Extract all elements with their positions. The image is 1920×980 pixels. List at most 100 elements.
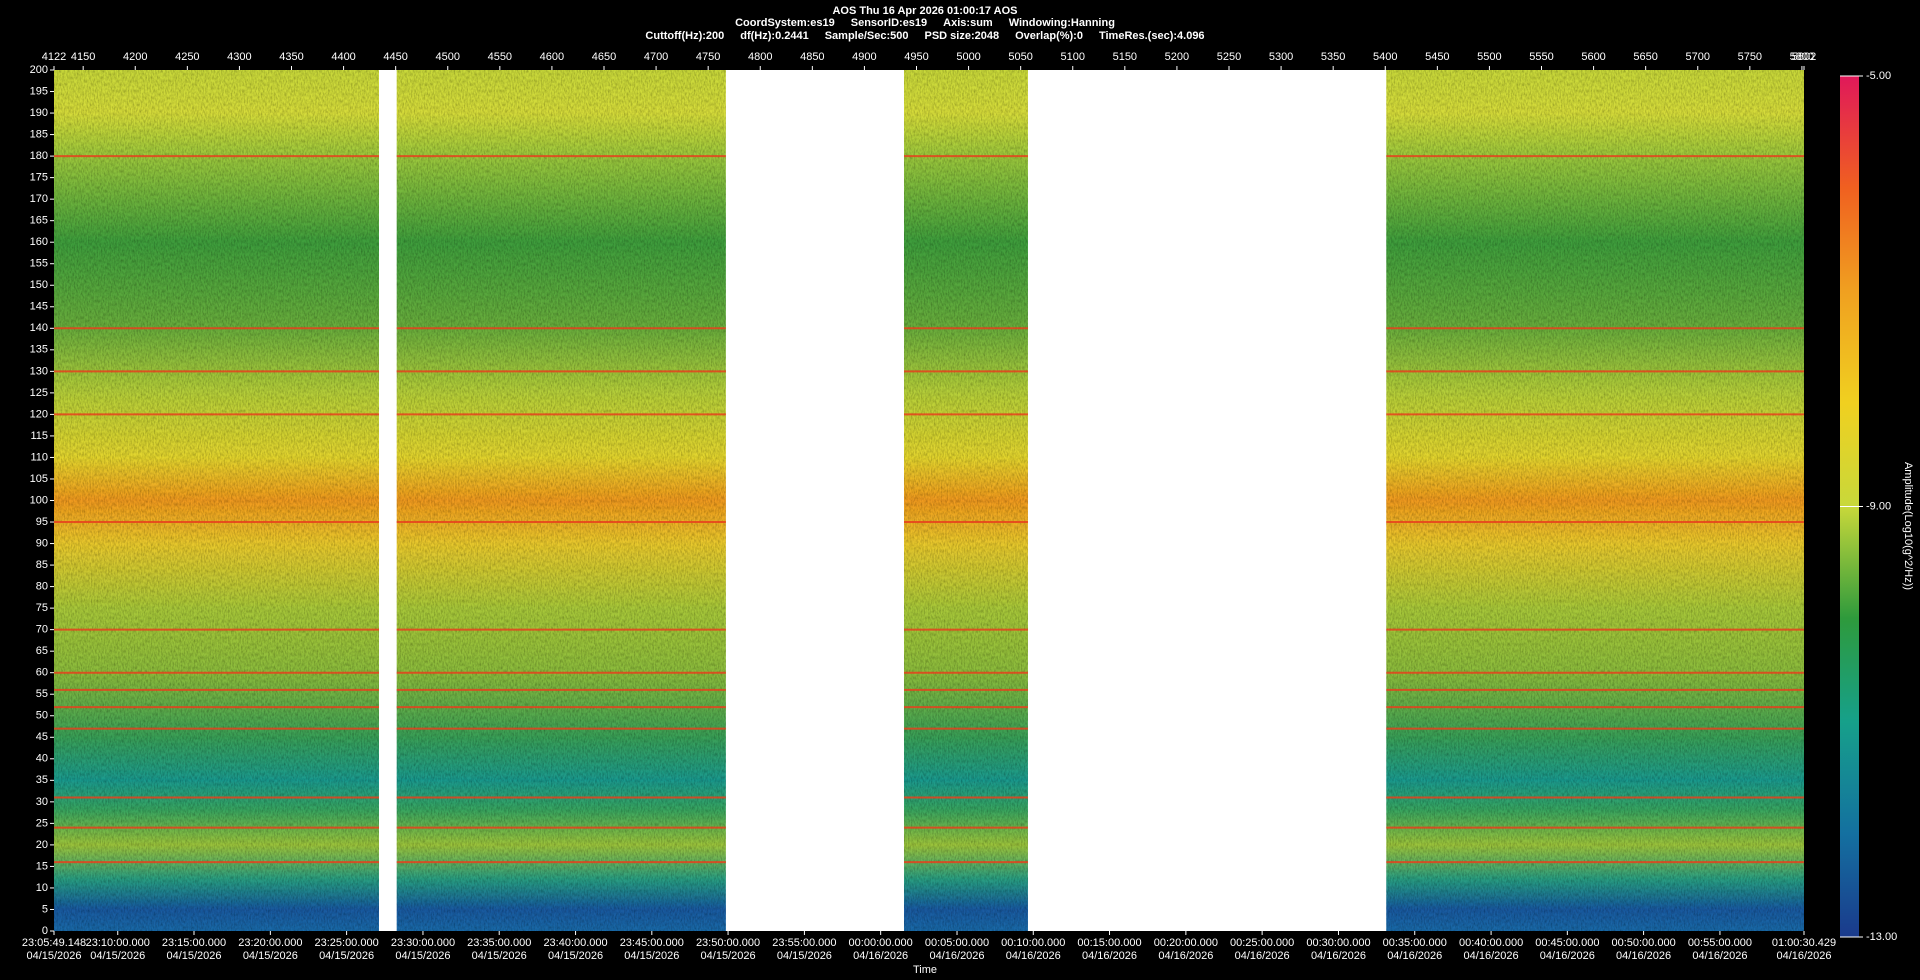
colorbar-tick-label: -5.00 xyxy=(1866,70,1891,82)
top-tick-label: 5550 xyxy=(1529,51,1553,63)
time-tick-label: 00:30:00.000 xyxy=(1306,937,1370,949)
y-tick-label: 135 xyxy=(30,344,48,356)
header-item: TimeRes.(sec):4.096 xyxy=(1099,30,1205,42)
y-tick-label: 75 xyxy=(36,602,48,614)
time-tick-date: 04/15/2026 xyxy=(243,950,298,962)
x-axis-label: Time xyxy=(913,964,937,976)
colorbar-label: Amplitude(Log10(g^2/Hz)) xyxy=(1902,462,1914,590)
y-tick-label: 140 xyxy=(30,322,48,334)
y-tick-label: 55 xyxy=(36,688,48,700)
top-tick-label: 4350 xyxy=(279,51,303,63)
time-tick-label: 00:40:00.000 xyxy=(1459,937,1523,949)
top-tick-label: 5300 xyxy=(1269,51,1293,63)
time-tick-date: 04/16/2026 xyxy=(1082,950,1137,962)
time-tick-date: 04/15/2026 xyxy=(624,950,679,962)
header-item: Windowing:Hanning xyxy=(1009,17,1115,29)
y-tick-label: 155 xyxy=(30,258,48,270)
header-item: Cuttoff(Hz):200 xyxy=(645,30,724,42)
y-tick-label: 105 xyxy=(30,473,48,485)
top-tick-label: 4300 xyxy=(227,51,251,63)
header-item: Sample/Sec:500 xyxy=(825,30,909,42)
spectrogram-segment xyxy=(396,70,726,931)
y-tick-label: 170 xyxy=(30,193,48,205)
header-item: SensorID:es19 xyxy=(851,17,927,29)
y-tick-label: 50 xyxy=(36,710,48,722)
y-tick-label: 200 xyxy=(30,64,48,76)
time-tick-date: 04/15/2026 xyxy=(90,950,145,962)
time-tick-label: 23:10:00.000 xyxy=(86,937,150,949)
time-tick-label: 23:45:00.000 xyxy=(620,937,684,949)
top-tick-label: 4850 xyxy=(800,51,824,63)
time-tick-label: 00:50:00.000 xyxy=(1611,937,1675,949)
y-tick-label: 180 xyxy=(30,150,48,162)
top-tick-label: 4400 xyxy=(331,51,355,63)
y-tick-label: 25 xyxy=(36,817,48,829)
top-tick-label: 5100 xyxy=(1061,51,1085,63)
top-tick-label: 5650 xyxy=(1633,51,1657,63)
time-tick-date: 04/16/2026 xyxy=(1692,950,1747,962)
y-tick-label: 120 xyxy=(30,408,48,420)
top-tick-label: 4450 xyxy=(383,51,407,63)
top-tick-label: 5800 xyxy=(1790,51,1814,63)
y-tick-label: 60 xyxy=(36,667,48,679)
header-line: CoordSystem:es19 SensorID:es19 Axis:sum Win… xyxy=(735,17,1115,29)
time-tick-label: 01:00:30.429 xyxy=(1772,937,1836,949)
y-tick-label: 125 xyxy=(30,387,48,399)
time-tick-date: 04/16/2026 xyxy=(1616,950,1671,962)
y-tick-label: 10 xyxy=(36,882,48,894)
time-tick-label: 00:25:00.000 xyxy=(1230,937,1294,949)
time-tick-label: 23:20:00.000 xyxy=(238,937,302,949)
top-tick-label: 4500 xyxy=(436,51,460,63)
top-tick-label: 5750 xyxy=(1738,51,1762,63)
header-item: PSD size:2048 xyxy=(925,30,1000,42)
top-tick-label: 4650 xyxy=(592,51,616,63)
time-tick-label: 00:00:00.000 xyxy=(849,937,913,949)
spectrogram-segment xyxy=(904,70,1028,931)
y-tick-label: 115 xyxy=(30,430,48,442)
top-tick-label: 4550 xyxy=(488,51,512,63)
y-tick-label: 65 xyxy=(36,645,48,657)
y-tick-label: 35 xyxy=(36,774,48,786)
time-tick-date: 04/15/2026 xyxy=(777,950,832,962)
top-tick-label: 4150 xyxy=(71,51,95,63)
time-tick-label: 00:10:00.000 xyxy=(1001,937,1065,949)
time-tick-date: 04/16/2026 xyxy=(1776,950,1831,962)
y-tick-label: 20 xyxy=(36,839,48,851)
time-tick-date: 04/16/2026 xyxy=(1540,950,1595,962)
y-tick-label: 90 xyxy=(36,537,48,549)
top-tick-label: 4800 xyxy=(748,51,772,63)
time-tick-date: 04/16/2026 xyxy=(929,950,984,962)
time-tick-date: 04/15/2026 xyxy=(701,950,756,962)
time-tick-date: 04/16/2026 xyxy=(1464,950,1519,962)
top-tick-label: 5000 xyxy=(956,51,980,63)
header-item: Axis:sum xyxy=(943,17,993,29)
time-tick-label: 23:15:00.000 xyxy=(162,937,226,949)
y-tick-label: 45 xyxy=(36,731,48,743)
time-tick-label: 23:05:49.148 xyxy=(22,937,86,949)
time-tick-date: 04/16/2026 xyxy=(1387,950,1442,962)
y-tick-label: 80 xyxy=(36,581,48,593)
y-tick-label: 130 xyxy=(30,365,48,377)
plot xyxy=(54,70,1804,931)
time-tick-label: 00:20:00.000 xyxy=(1154,937,1218,949)
y-tick-label: 165 xyxy=(30,215,48,227)
time-tick-date: 04/16/2026 xyxy=(1158,950,1213,962)
top-tick-label: 4950 xyxy=(904,51,928,63)
time-tick-label: 23:55:00.000 xyxy=(772,937,836,949)
time-tick-label: 23:35:00.000 xyxy=(467,937,531,949)
header-line: AOS Thu 16 Apr 2026 01:00:17 AOS xyxy=(832,5,1017,17)
time-tick-label: 23:30:00.000 xyxy=(391,937,455,949)
y-tick-label: 40 xyxy=(36,753,48,765)
top-tick-label: 5050 xyxy=(1008,51,1032,63)
time-tick-date: 04/16/2026 xyxy=(853,950,908,962)
top-tick-label: 4250 xyxy=(175,51,199,63)
top-tick-label: 5600 xyxy=(1581,51,1605,63)
y-tick-label: 150 xyxy=(30,279,48,291)
top-tick-label: 5150 xyxy=(1113,51,1137,63)
y-tick-label: 30 xyxy=(36,796,48,808)
time-tick-label: 23:50:00.000 xyxy=(696,937,760,949)
colorbar-tick-label: -9.00 xyxy=(1866,500,1891,512)
top-tick-label: 4900 xyxy=(852,51,876,63)
